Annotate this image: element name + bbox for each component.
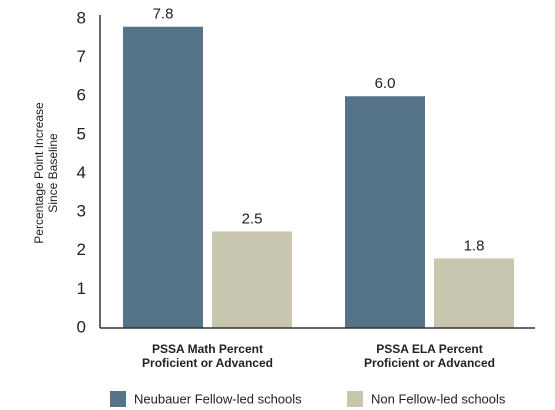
data-label: 7.8	[153, 6, 174, 23]
x-tick-label: PSSA Math Percent Proficient or Advanced	[142, 342, 273, 370]
bar	[212, 231, 292, 328]
y-axis-title: Percentage Point IncreaseSince Baseline	[32, 102, 60, 244]
bar	[123, 26, 203, 328]
legend-swatch	[110, 391, 126, 407]
y-tick-label: 0	[77, 317, 86, 336]
y-tick-label: 1	[77, 279, 86, 298]
x-tick-label-line: Proficient or Advanced	[142, 356, 273, 370]
x-tick-label: PSSA ELA Percent Proficient or Advanced	[364, 342, 495, 370]
y-tick-label: 4	[77, 163, 86, 182]
y-tick-label: 6	[77, 86, 86, 105]
legend-label: Neubauer Fellow-led schools	[134, 391, 302, 406]
x-tick-label-line: PSSA Math Percent	[152, 342, 263, 356]
y-axis-title-line: Since Baseline	[46, 133, 60, 213]
bar	[345, 96, 425, 328]
x-tick-label-line: PSSA ELA Percent	[376, 342, 482, 356]
legend-swatch	[347, 391, 363, 407]
y-tick-label: 3	[77, 202, 86, 221]
y-tick-label: 8	[77, 8, 86, 27]
data-label: 2.5	[242, 210, 263, 227]
data-label: 1.8	[464, 237, 485, 254]
y-tick-label: 2	[77, 240, 86, 259]
y-tick-label: 5	[77, 124, 86, 143]
bar	[434, 258, 514, 328]
data-label: 6.0	[375, 75, 396, 92]
legend-label: Non Fellow-led schools	[371, 391, 506, 406]
y-axis-title-line: Percentage Point Increase	[32, 102, 46, 244]
y-tick-label: 7	[77, 47, 86, 66]
x-tick-label-line: Proficient or Advanced	[364, 356, 495, 370]
